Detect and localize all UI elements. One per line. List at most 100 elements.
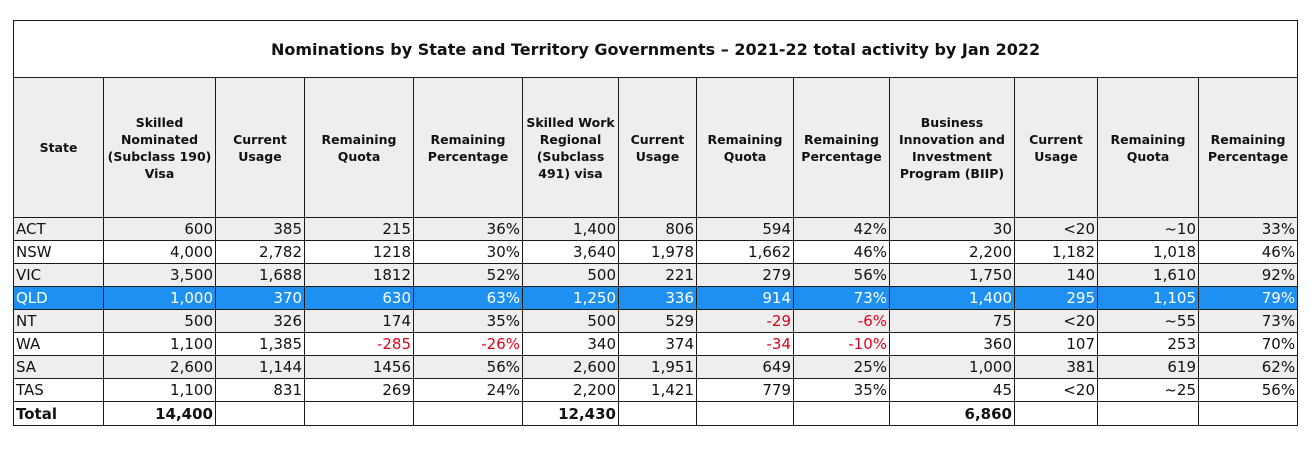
value-cell: 326: [215, 309, 305, 333]
value-cell: 46%: [1197, 240, 1299, 264]
value-cell: -29: [696, 309, 794, 333]
value-cell: 253: [1097, 332, 1199, 356]
value-cell: 56%: [793, 263, 890, 287]
value-cell: 24%: [413, 378, 523, 402]
table-row: NSW 4,000 2,782 1218 30% 3,640 1,978 1,662 46% 2,…: [13, 240, 1299, 264]
value-cell: 336: [618, 286, 697, 310]
value-cell: 35%: [793, 378, 890, 402]
total-cell: [1097, 401, 1199, 426]
table-row: ACT 600 385 215 36% 1,400 806 594 42% 30 <20 ~10 33%: [13, 217, 1299, 241]
table-row: TAS 1,100 831 269 24% 2,200 1,421 779 35% 45 <20 ~2…: [13, 378, 1299, 402]
value-cell: 56%: [1197, 378, 1299, 402]
value-cell: 1,100: [103, 332, 216, 356]
total-cell: [696, 401, 794, 426]
value-cell: 30%: [413, 240, 523, 264]
value-cell: 831: [215, 378, 305, 402]
total-cell: [215, 401, 305, 426]
value-cell: 500: [522, 309, 619, 333]
value-cell: 279: [696, 263, 794, 287]
state-cell: QLD: [13, 286, 104, 310]
value-cell: 3,500: [103, 263, 216, 287]
column-header: Remaining Quota: [304, 77, 414, 218]
value-cell: 295: [1014, 286, 1098, 310]
column-header: State: [13, 77, 104, 218]
header-row: State Skilled Nominated (Subclass 190) Vi…: [13, 77, 1299, 218]
table-row: QLD 1,000 370 630 63% 1,250 336 914 73% 1,400 295 1…: [13, 286, 1299, 310]
column-header: Remaining Quota: [696, 77, 794, 218]
value-cell: -34: [696, 332, 794, 356]
value-cell: 33%: [1197, 217, 1299, 241]
value-cell: 1,105: [1097, 286, 1199, 310]
value-cell: 340: [522, 332, 619, 356]
table-row: VIC 3,500 1,688 1812 52% 500 221 279 56% 1,750 140…: [13, 263, 1299, 287]
column-header: Remaining Percentage: [413, 77, 523, 218]
column-header: Current Usage: [618, 77, 697, 218]
state-cell: TAS: [13, 378, 104, 402]
value-cell: 1,000: [889, 355, 1015, 379]
value-cell: 1,750: [889, 263, 1015, 287]
state-cell: SA: [13, 355, 104, 379]
value-cell: 1,662: [696, 240, 794, 264]
value-cell: 1,400: [889, 286, 1015, 310]
value-cell: 3,640: [522, 240, 619, 264]
value-cell: 1,978: [618, 240, 697, 264]
value-cell: 374: [618, 332, 697, 356]
value-cell: ~55: [1097, 309, 1199, 333]
value-cell: -26%: [413, 332, 523, 356]
value-cell: ~10: [1097, 217, 1199, 241]
total-cell: [1197, 401, 1299, 426]
column-header: Skilled Work Regional (Subclass 491) vis…: [522, 77, 619, 218]
total-cell: 6,860: [889, 401, 1015, 426]
value-cell: 360: [889, 332, 1015, 356]
value-cell: 73%: [1197, 309, 1299, 333]
value-cell: 73%: [793, 286, 890, 310]
value-cell: 62%: [1197, 355, 1299, 379]
value-cell: 52%: [413, 263, 523, 287]
value-cell: 174: [304, 309, 414, 333]
value-cell: 1812: [304, 263, 414, 287]
value-cell: 30: [889, 217, 1015, 241]
value-cell: <20: [1014, 378, 1098, 402]
value-cell: 381: [1014, 355, 1098, 379]
value-cell: 63%: [413, 286, 523, 310]
value-cell: 45: [889, 378, 1015, 402]
value-cell: 56%: [413, 355, 523, 379]
total-row: Total 14,400 12,430 6,860: [13, 401, 1299, 426]
value-cell: 2,600: [522, 355, 619, 379]
value-cell: <20: [1014, 309, 1098, 333]
value-cell: 1,018: [1097, 240, 1199, 264]
value-cell: 75: [889, 309, 1015, 333]
value-cell: 92%: [1197, 263, 1299, 287]
value-cell: 42%: [793, 217, 890, 241]
state-cell: NSW: [13, 240, 104, 264]
state-cell: VIC: [13, 263, 104, 287]
value-cell: 1218: [304, 240, 414, 264]
value-cell: 1,951: [618, 355, 697, 379]
value-cell: <20: [1014, 217, 1098, 241]
total-cell: [1014, 401, 1098, 426]
column-header: Remaining Quota: [1097, 77, 1199, 218]
value-cell: -285: [304, 332, 414, 356]
total-cell: [413, 401, 523, 426]
value-cell: 70%: [1197, 332, 1299, 356]
total-cell: 12,430: [522, 401, 619, 426]
value-cell: 1,421: [618, 378, 697, 402]
value-cell: 600: [103, 217, 216, 241]
value-cell: 500: [103, 309, 216, 333]
state-cell: WA: [13, 332, 104, 356]
value-cell: 140: [1014, 263, 1098, 287]
total-cell: [304, 401, 414, 426]
value-cell: 107: [1014, 332, 1098, 356]
column-header: Skilled Nominated (Subclass 190) Visa: [103, 77, 216, 218]
total-cell: 14,400: [103, 401, 216, 426]
value-cell: 1,610: [1097, 263, 1199, 287]
value-cell: 1,250: [522, 286, 619, 310]
value-cell: 35%: [413, 309, 523, 333]
value-cell: 1,182: [1014, 240, 1098, 264]
value-cell: 806: [618, 217, 697, 241]
nominations-table: Nominations by State and Territory Gover…: [12, 20, 1299, 426]
value-cell: 2,600: [103, 355, 216, 379]
table-row: SA 2,600 1,144 1456 56% 2,600 1,951 649 25% 1,000…: [13, 355, 1299, 379]
value-cell: 370: [215, 286, 305, 310]
value-cell: 79%: [1197, 286, 1299, 310]
